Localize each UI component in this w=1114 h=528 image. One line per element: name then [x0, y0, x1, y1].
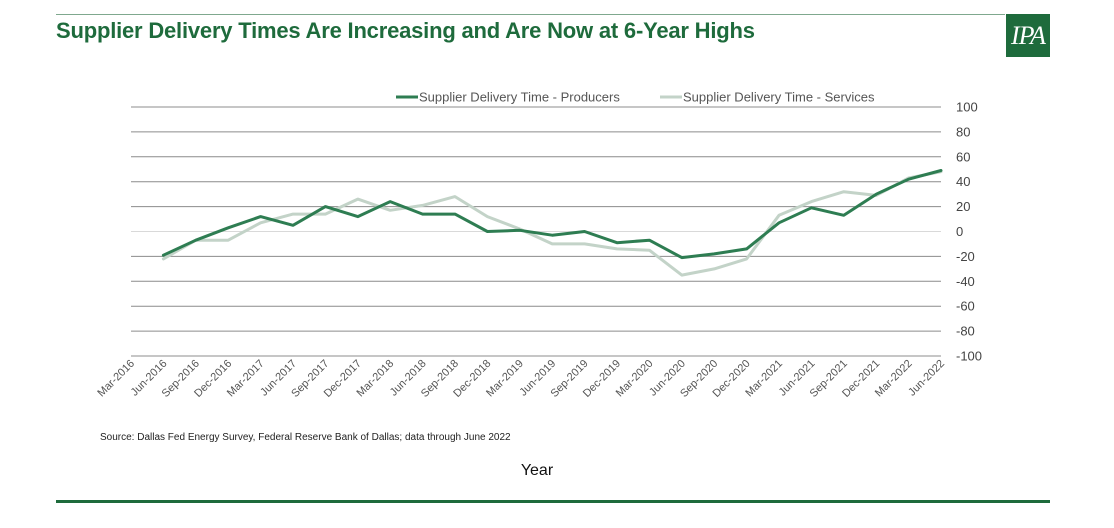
- x-axis-title: Year: [520, 462, 554, 479]
- series-line-services: [161, 170, 943, 277]
- y-tick-label: 20: [956, 199, 970, 214]
- series-line-producers: [161, 169, 943, 260]
- legend-label: Supplier Delivery Time - Services: [683, 90, 875, 105]
- gridlines: [131, 106, 941, 357]
- y-tick-label: 0: [956, 224, 963, 239]
- legend-label: Supplier Delivery Time - Producers: [419, 90, 620, 105]
- bottom-rule: [56, 500, 1050, 503]
- y-tick-label: -40: [956, 274, 975, 289]
- y-tick-label: 80: [956, 124, 970, 139]
- chart-title: Supplier Delivery Times Are Increasing a…: [56, 18, 755, 43]
- y-tick-label: -80: [956, 324, 975, 339]
- y-tick-label: 100: [956, 100, 978, 115]
- ipa-logo: IPA: [1006, 14, 1050, 57]
- y-tick-label: -100: [956, 349, 982, 364]
- top-rule: [56, 14, 1005, 15]
- series-lines: [161, 169, 943, 277]
- y-axis-ticks: 100 80 60 40 20 0 -20 -40 -60 -80 -100: [956, 100, 982, 364]
- y-tick-label: -60: [956, 299, 975, 314]
- x-axis-ticks: Mar-2016Jun-2016Sep-2016Dec-2016Mar-2017…: [95, 358, 947, 400]
- y-tick-label: 60: [956, 149, 970, 164]
- y-tick-label: -20: [956, 249, 975, 264]
- legend: Supplier Delivery Time - Producers Suppli…: [396, 90, 875, 105]
- source-note: Source: Dallas Fed Energy Survey, Federa…: [100, 432, 511, 443]
- y-tick-label: 40: [956, 174, 970, 189]
